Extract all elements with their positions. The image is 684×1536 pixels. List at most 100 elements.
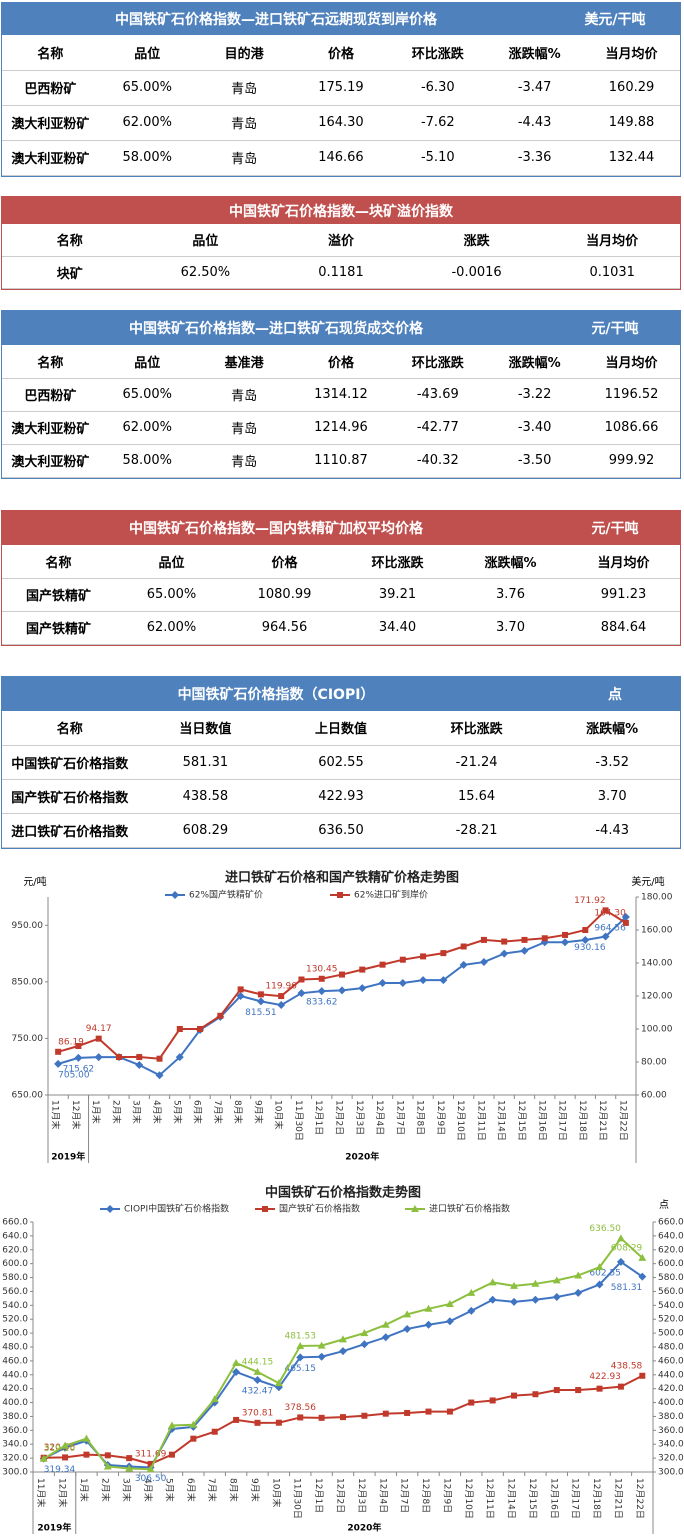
y-tick-label: 750.00	[12, 1034, 44, 1044]
data-point	[399, 956, 406, 963]
cell: 青岛	[195, 378, 293, 412]
cell: -3.52	[544, 745, 680, 780]
data-label: 715.62	[63, 1064, 95, 1074]
data-point	[126, 1455, 133, 1462]
column-header: 当月均价	[544, 224, 680, 257]
column-header: 价格	[292, 345, 390, 379]
y-tick-label: 660.0	[2, 1218, 28, 1228]
data-label: 432.47	[242, 1387, 274, 1397]
table-title: 中国铁矿石价格指数—进口铁矿石现货成交价格	[129, 321, 423, 337]
column-header: 价格	[292, 35, 390, 71]
cell: 58.00%	[98, 444, 196, 478]
cell: 1086.66	[583, 411, 680, 445]
column-header: 涨跌	[408, 224, 545, 257]
data-point	[531, 1295, 540, 1304]
data-point	[420, 953, 427, 960]
x-tick-label: 11月30日	[293, 1100, 304, 1141]
x-tick-label: 12月15日	[527, 1478, 538, 1519]
x-tick-label: 8月末	[228, 1478, 240, 1502]
y-tick-label: 850.00	[12, 977, 44, 987]
x-tick-label: 12月14日	[506, 1478, 517, 1519]
data-point	[232, 1358, 241, 1366]
legend-label: 国产铁矿石价格指数	[279, 1203, 360, 1215]
x-tick-label: 12月2日	[334, 1100, 345, 1135]
cell: 999.92	[583, 444, 680, 478]
series-line	[57, 916, 627, 1077]
x-tick-label: 12月4日	[374, 1100, 385, 1135]
column-header: 当月均价	[567, 545, 680, 579]
cell: 青岛	[195, 444, 293, 478]
price-table: 中国铁矿石价格指数—块矿溢价指数 名称 品位 溢价 涨跌 当月均价 块矿 62.50% 0.11…	[1, 196, 681, 290]
cell: -40.32	[389, 444, 487, 478]
data-point	[488, 1295, 497, 1304]
price-table: 中国铁矿石价格指数（CIOPI）点名称 当日数值 上日数值 环比涨跌 涨跌幅% 中国铁矿石…	[1, 676, 681, 849]
y-tick-label: 620.0	[2, 1245, 28, 1255]
data-point	[500, 949, 509, 958]
cell: 608.29	[137, 813, 274, 848]
cell: -3.40	[486, 411, 584, 445]
data-point	[638, 1253, 647, 1261]
x-tick-label: 12月18日	[577, 1100, 588, 1141]
chart-title: 中国铁矿石价格指数走势图	[265, 1185, 421, 1201]
year-label: 2019年	[51, 1151, 85, 1163]
row-name: 国产铁精矿	[2, 611, 115, 645]
x-tick-label: 10月末	[273, 1100, 285, 1129]
data-point	[190, 1435, 197, 1442]
data-point	[358, 984, 367, 993]
data-point	[404, 1409, 411, 1416]
cell: 149.88	[583, 105, 680, 141]
row-name: 块矿	[2, 256, 138, 289]
data-point	[403, 1310, 412, 1318]
cell: 62.00%	[115, 611, 228, 645]
data-row: 国产铁精矿 62.00% 964.56 34.40 3.70 884.64	[2, 611, 680, 645]
year-label: 2019年	[37, 1522, 71, 1534]
column-header: 品位	[137, 224, 274, 257]
cell: 青岛	[195, 140, 293, 176]
y2-tick-label: 500.0	[658, 1329, 684, 1339]
data-point	[317, 1352, 326, 1361]
y-tick-label: 520.0	[2, 1315, 28, 1325]
data-point	[403, 1324, 412, 1333]
data-point	[439, 976, 448, 985]
cell: 160.29	[583, 70, 680, 106]
cell: -7.62	[389, 105, 487, 141]
table-header-bar: 中国铁矿石价格指数—进口铁矿石远期现货到岸价格 美元/干吨	[2, 3, 680, 35]
cell: 62.00%	[98, 105, 196, 141]
y2-tick-label: 600.0	[658, 1259, 684, 1269]
data-point	[552, 1276, 561, 1284]
x-tick-label: 12月11日	[484, 1478, 495, 1519]
cell: -4.43	[486, 105, 584, 141]
data-point	[317, 1341, 326, 1349]
y-tick-label: 950.00	[12, 921, 44, 931]
y-tick-label: 320.0	[2, 1454, 28, 1464]
data-point	[104, 1452, 111, 1459]
table-grid: 名称 品位 目的港 价格 环比涨跌 涨跌幅% 当月均价 巴西粉矿 65.00% 青岛 175.19-…	[2, 35, 680, 176]
data-point	[217, 1012, 224, 1019]
data-point	[582, 927, 589, 933]
column-header: 溢价	[273, 224, 409, 257]
data-point	[274, 1379, 283, 1387]
x-tick-label: 8月末	[232, 1100, 244, 1124]
cell: 1314.12	[292, 378, 390, 412]
table-header-bar: 中国铁矿石价格指数—进口铁矿石现货成交价格 元/干吨	[2, 311, 680, 345]
data-point	[297, 989, 306, 998]
data-point	[197, 1026, 204, 1032]
y-tick-label: 420.0	[2, 1384, 28, 1394]
cell: 175.19	[292, 70, 390, 106]
x-tick-label: 4月末	[151, 1100, 163, 1124]
data-point	[638, 1272, 647, 1281]
y2-tick-label: 400.0	[658, 1398, 684, 1408]
data-point	[596, 1385, 603, 1392]
y-tick-label: 340.0	[2, 1440, 28, 1450]
y2-tick-label: 580.0	[658, 1273, 684, 1283]
x-tick-label: 3月末	[121, 1478, 133, 1502]
table-grid: 名称 品位 溢价 涨跌 当月均价 块矿 62.50% 0.1181 -0.0016 0.1031	[2, 224, 680, 289]
y2-tick-label: 100.00	[641, 1025, 673, 1035]
data-point	[253, 1376, 262, 1385]
x-tick-label: 12月10日	[463, 1478, 474, 1519]
x-tick-label: 12月7日	[399, 1478, 410, 1513]
column-header: 品位	[98, 35, 196, 71]
column-header: 当日数值	[137, 711, 274, 746]
data-point	[601, 932, 610, 941]
cell: 964.56	[228, 611, 341, 645]
